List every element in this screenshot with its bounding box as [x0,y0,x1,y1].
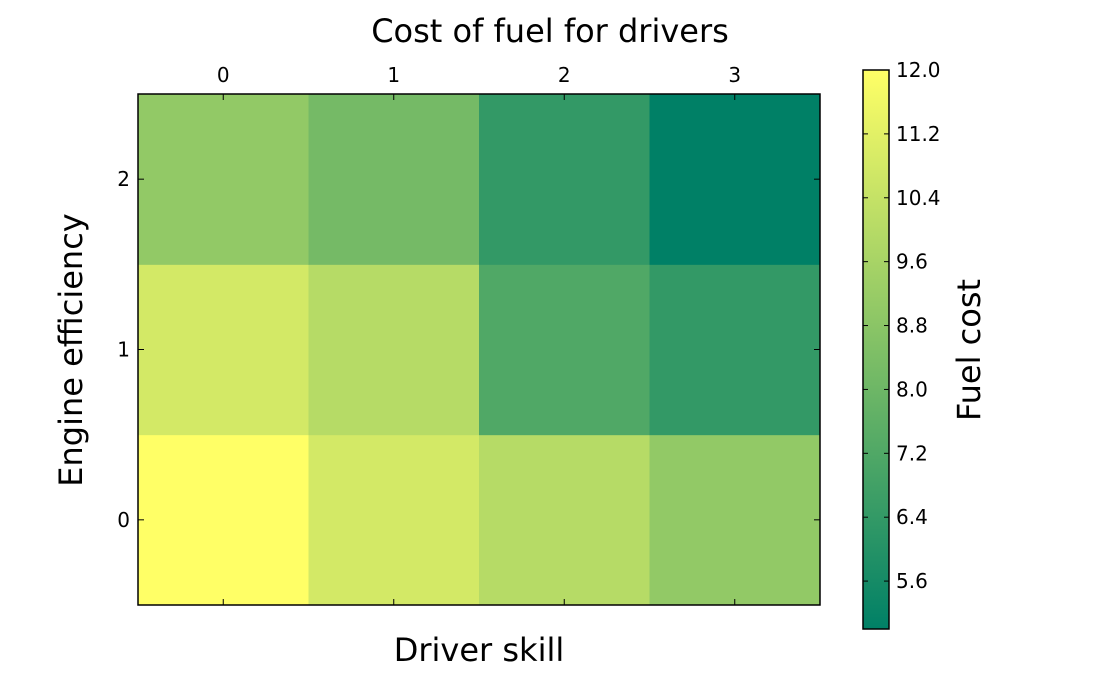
heatmap-cell-r2-c2 [479,94,650,265]
heatmap-cell-r2-c3 [649,94,821,265]
x-tick-label: 3 [728,63,741,87]
heatmap-cell-r0-c0 [138,434,309,606]
heatmap-cell-r1-c3 [649,264,821,436]
colorbar-tick-label: 12.0 [896,58,941,82]
chart-title: Cost of fuel for drivers [371,12,729,50]
heatmap-cell-r2-c1 [308,94,480,265]
heatmap-cell-r1-c2 [479,264,650,436]
heatmap-cell-r0-c2 [479,434,650,606]
heatmap-cell-r1-c1 [308,264,480,436]
colorbar-tick-label: 10.4 [896,186,941,210]
heatmap-cell-r1-c0 [138,264,309,436]
y-tick-label: 1 [117,338,130,362]
colorbar-tick-label: 8.8 [896,314,928,338]
x-tick-label: 2 [558,63,571,87]
colorbar-tick-label: 8.0 [896,377,928,401]
colorbar-tick-label: 9.6 [896,250,928,274]
y-tick-label: 0 [117,508,130,532]
heatmap-cell-r2-c0 [138,94,309,265]
x-tick-label: 0 [217,63,230,87]
colorbar-tick-label: 6.4 [896,505,928,529]
heatmap-cell-r0-c1 [308,434,480,606]
x-tick-label: 1 [387,63,400,87]
colorbar-ticks: 5.6 6.4 7.2 8.0 8.8 9.6 10.4 11.2 12.0 [863,58,941,593]
axis-ticks: 0 1 2 3 0 1 2 [117,63,820,605]
colorbar-tick-label: 5.6 [896,569,928,593]
colorbar-tick-label: 7.2 [896,441,928,465]
y-axis-title: Engine efficiency [52,213,90,486]
heatmap-cell-r0-c3 [649,434,821,606]
y-tick-label: 2 [117,167,130,191]
x-axis-title: Driver skill [394,631,565,669]
colorbar-title: Fuel cost [950,279,988,421]
colorbar [862,69,890,630]
heatmap-cells [138,94,821,606]
colorbar-tick-label: 11.2 [896,122,941,146]
